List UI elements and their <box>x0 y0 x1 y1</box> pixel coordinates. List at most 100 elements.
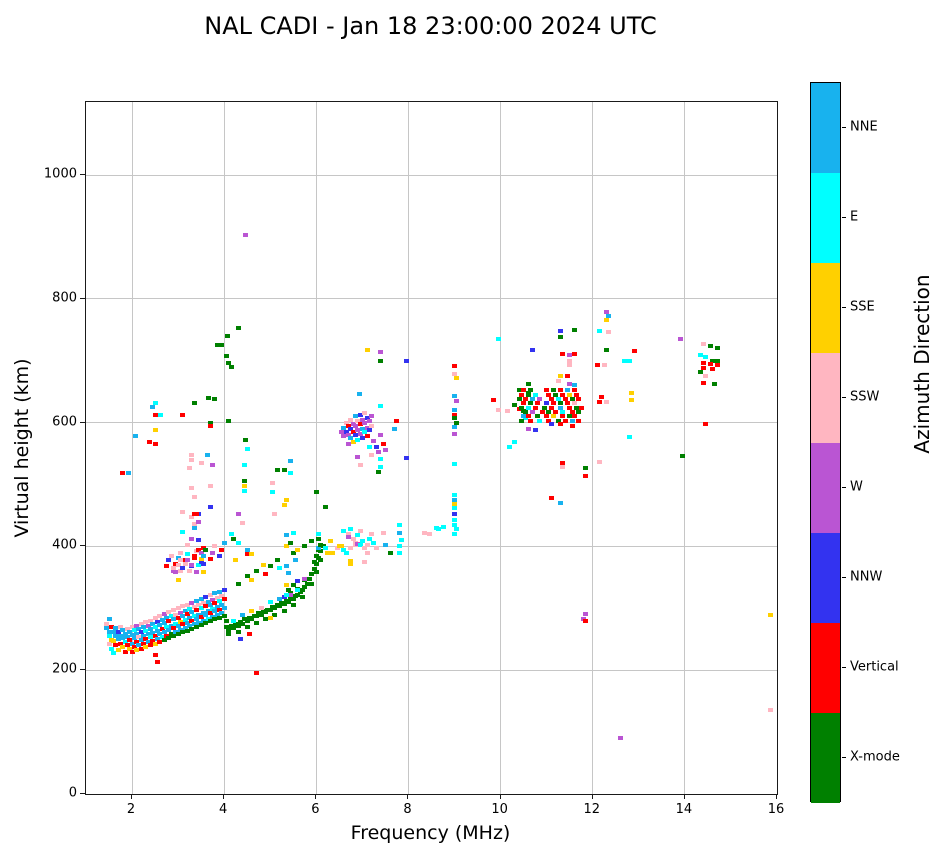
data-point <box>184 628 190 633</box>
data-point <box>194 598 200 603</box>
data-point <box>350 536 356 541</box>
data-point <box>323 545 329 550</box>
data-point <box>295 579 301 584</box>
data-point <box>194 511 200 516</box>
data-point <box>182 626 188 631</box>
data-point <box>281 601 287 606</box>
data-point <box>207 619 213 624</box>
data-point <box>703 373 709 378</box>
data-point <box>214 595 220 600</box>
data-point <box>191 525 197 530</box>
data-point <box>166 627 172 632</box>
data-point <box>221 541 227 546</box>
data-point <box>184 551 190 556</box>
data-point <box>341 547 347 552</box>
grid-line-horizontal <box>86 298 777 300</box>
data-point <box>143 629 149 634</box>
data-point <box>243 437 249 442</box>
data-point <box>217 553 223 558</box>
data-point <box>313 489 319 494</box>
data-point <box>187 606 193 611</box>
colorbar-category-label: Vertical <box>850 659 899 675</box>
data-point <box>546 410 552 415</box>
data-point <box>244 447 250 452</box>
data-point <box>378 433 384 437</box>
data-point <box>120 645 126 650</box>
data-point <box>143 645 149 650</box>
data-point <box>700 342 706 346</box>
data-point <box>134 648 140 653</box>
y-tick-label: 1000 <box>43 166 77 182</box>
data-point <box>366 536 372 541</box>
data-point <box>544 388 550 393</box>
data-point <box>714 346 720 351</box>
data-point <box>583 465 589 470</box>
data-point <box>295 592 301 597</box>
data-point <box>180 530 186 535</box>
y-tick-label: 800 <box>52 290 77 306</box>
data-point <box>557 335 563 340</box>
data-point <box>106 634 112 639</box>
data-point <box>680 454 686 459</box>
data-point <box>316 545 322 550</box>
data-point <box>226 418 232 423</box>
data-point <box>346 535 352 540</box>
data-point <box>274 558 280 563</box>
data-point <box>576 397 582 402</box>
data-point <box>253 569 259 574</box>
grid-line-horizontal <box>86 793 777 794</box>
data-point <box>152 400 158 405</box>
data-point <box>714 358 720 363</box>
data-point <box>118 624 124 629</box>
data-point <box>131 636 137 641</box>
data-point <box>313 561 319 566</box>
data-point <box>348 426 354 431</box>
data-point <box>352 423 358 428</box>
data-point <box>767 708 773 713</box>
data-point <box>316 536 322 541</box>
colorbar-segment <box>811 443 840 533</box>
data-point <box>534 401 540 406</box>
data-point <box>205 608 211 613</box>
data-point <box>382 447 388 452</box>
data-point <box>290 603 296 608</box>
data-point <box>111 639 117 644</box>
data-point <box>214 613 220 618</box>
data-point <box>152 641 158 646</box>
data-point <box>168 553 174 558</box>
data-point <box>355 419 361 424</box>
data-point <box>567 363 573 368</box>
data-point <box>187 616 193 621</box>
data-point <box>219 547 225 552</box>
data-point <box>131 644 137 649</box>
data-point <box>452 408 458 413</box>
data-point <box>189 562 195 567</box>
data-point <box>567 392 573 397</box>
data-point <box>300 595 305 600</box>
data-point <box>233 558 239 563</box>
data-point <box>567 414 573 419</box>
grid-line-vertical <box>223 102 225 794</box>
data-point <box>341 434 347 439</box>
data-point <box>281 502 287 507</box>
data-point <box>276 597 282 602</box>
data-point <box>571 388 577 393</box>
data-point <box>198 550 204 555</box>
data-point <box>173 612 179 617</box>
data-point <box>235 325 241 330</box>
data-point <box>567 382 573 387</box>
data-point <box>122 649 128 654</box>
data-point <box>399 538 405 543</box>
data-point <box>198 597 204 602</box>
data-point <box>196 538 202 543</box>
data-point <box>267 564 273 569</box>
data-point <box>154 619 160 624</box>
data-point <box>378 350 384 355</box>
data-point <box>113 643 119 648</box>
data-point <box>240 621 246 626</box>
data-point <box>217 615 223 620</box>
data-point <box>175 555 181 560</box>
data-point <box>124 643 130 648</box>
data-point <box>177 550 183 555</box>
y-tick-label: 400 <box>52 537 77 553</box>
